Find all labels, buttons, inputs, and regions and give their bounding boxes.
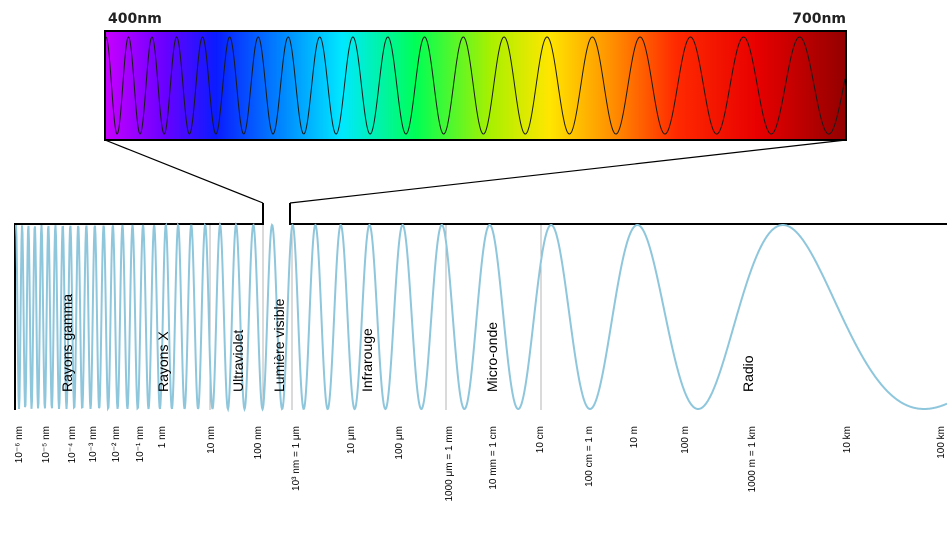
tick-label: 10 nm	[206, 426, 217, 454]
band-label-visible: Lumière visible	[271, 298, 287, 392]
visible-spectrum-strip: 400nm 700nm	[104, 11, 847, 141]
tick-label: 10⁻⁵ nm	[41, 426, 52, 463]
tick-label: 10⁻³ nm	[88, 426, 99, 462]
band-labels: Rayons gamma Rayons X Ultraviolet Lumièr…	[59, 294, 756, 392]
band-label-xray: Rayons X	[155, 331, 171, 392]
tick-label: 10 km	[842, 426, 853, 453]
frame-top-left	[14, 203, 264, 225]
band-label-infrared: Infrarouge	[359, 328, 375, 392]
band-label-ultraviolet: Ultraviolet	[230, 330, 246, 392]
tick-label: 100 cm = 1 m	[584, 426, 595, 487]
tick-label: 100 nm	[253, 426, 264, 459]
tick-label: 10⁻⁴ nm	[67, 426, 78, 463]
tick-label: 100 m	[680, 426, 691, 454]
spectrum-frame	[14, 203, 947, 410]
wavelength-400nm-label: 400nm	[108, 11, 162, 27]
tick-label: 10⁻⁶ nm	[14, 426, 25, 463]
tick-label: 1000 μm = 1 mm	[444, 426, 455, 502]
zoom-connector-right	[289, 139, 847, 204]
tick-label: 10⁻¹ nm	[135, 426, 146, 462]
band-label-microwave: Micro-onde	[484, 322, 500, 392]
tick-label: 10⁻² nm	[111, 426, 122, 462]
spectrum-wave	[15, 221, 947, 413]
tick-label: 10³ nm = 1 μm	[291, 426, 302, 491]
tick-label: 10 cm	[535, 426, 546, 453]
tick-label: 10 μm	[346, 426, 357, 454]
wavelength-700nm-label: 700nm	[792, 11, 846, 27]
tick-label: 1000 m = 1 km	[747, 426, 758, 492]
band-label-radio: Radio	[740, 355, 756, 392]
frame-top-right	[289, 203, 947, 225]
band-label-gamma: Rayons gamma	[59, 294, 75, 392]
tick-label: 100 km	[936, 426, 947, 459]
zoom-connector-left	[104, 139, 264, 204]
tick-label: 100 μm	[394, 426, 405, 460]
visible-light-wave	[105, 36, 846, 135]
tick-label: 1 nm	[157, 426, 168, 448]
tick-label: 10 m	[629, 426, 640, 448]
wavelength-tick-labels: 10⁻⁶ nm 10⁻⁵ nm 10⁻⁴ nm 10⁻³ nm 10⁻² nm …	[14, 426, 947, 502]
visible-strip-frame	[104, 30, 847, 141]
tick-label: 10 mm = 1 cm	[488, 426, 499, 490]
visible-color-band	[105, 31, 846, 140]
